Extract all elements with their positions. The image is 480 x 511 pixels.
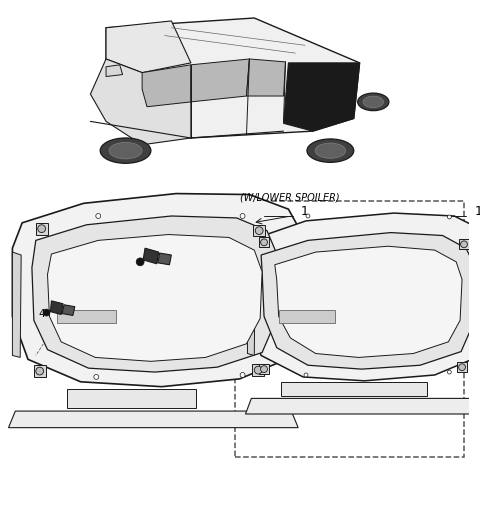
- Text: 3: 3: [69, 290, 75, 300]
- Bar: [259, 364, 269, 374]
- Text: 2: 2: [145, 238, 152, 248]
- Circle shape: [255, 227, 263, 235]
- Circle shape: [461, 241, 468, 248]
- Polygon shape: [12, 252, 21, 357]
- Text: 4: 4: [132, 258, 139, 268]
- Bar: [34, 365, 46, 377]
- Bar: [36, 223, 48, 235]
- Text: (W/LOWER SPOILER): (W/LOWER SPOILER): [240, 193, 339, 202]
- Ellipse shape: [363, 96, 384, 108]
- Bar: [235, 201, 464, 457]
- Bar: [459, 240, 469, 249]
- Polygon shape: [32, 216, 278, 372]
- Bar: [259, 238, 269, 247]
- Polygon shape: [281, 382, 427, 397]
- Circle shape: [36, 367, 44, 375]
- Polygon shape: [248, 258, 255, 356]
- Polygon shape: [106, 21, 191, 73]
- Polygon shape: [158, 253, 171, 265]
- Polygon shape: [9, 411, 298, 428]
- Polygon shape: [50, 301, 63, 314]
- Polygon shape: [191, 59, 250, 102]
- Polygon shape: [245, 399, 480, 414]
- Text: 3: 3: [164, 238, 171, 248]
- Bar: [57, 310, 116, 323]
- Polygon shape: [48, 235, 262, 361]
- Ellipse shape: [109, 143, 142, 159]
- Polygon shape: [90, 59, 191, 145]
- Polygon shape: [275, 246, 462, 357]
- Ellipse shape: [100, 138, 151, 164]
- Polygon shape: [106, 65, 122, 77]
- Circle shape: [458, 364, 466, 370]
- Circle shape: [261, 366, 267, 373]
- Polygon shape: [248, 213, 480, 381]
- Circle shape: [94, 375, 99, 379]
- Circle shape: [261, 239, 267, 246]
- Polygon shape: [261, 233, 477, 369]
- Circle shape: [240, 214, 245, 218]
- Polygon shape: [142, 65, 191, 107]
- Circle shape: [38, 225, 46, 233]
- Ellipse shape: [358, 93, 389, 111]
- Circle shape: [136, 258, 144, 266]
- Bar: [457, 362, 467, 372]
- Bar: [253, 225, 265, 237]
- Bar: [279, 310, 335, 323]
- Polygon shape: [12, 194, 303, 387]
- Text: 1: 1: [475, 204, 480, 218]
- Circle shape: [447, 370, 451, 374]
- Circle shape: [306, 214, 310, 218]
- Polygon shape: [106, 18, 360, 138]
- Polygon shape: [284, 63, 360, 131]
- Ellipse shape: [307, 139, 354, 162]
- Text: 2: 2: [51, 290, 58, 300]
- Circle shape: [96, 214, 101, 218]
- Polygon shape: [67, 389, 196, 408]
- Text: 1: 1: [301, 204, 309, 218]
- Circle shape: [43, 309, 50, 316]
- Ellipse shape: [315, 143, 346, 158]
- Circle shape: [447, 215, 451, 219]
- Text: 4: 4: [38, 309, 45, 318]
- Polygon shape: [143, 248, 159, 264]
- Circle shape: [254, 366, 262, 374]
- Circle shape: [304, 373, 308, 377]
- Polygon shape: [62, 305, 75, 315]
- Polygon shape: [247, 59, 286, 96]
- Circle shape: [240, 373, 245, 378]
- Bar: [252, 364, 264, 376]
